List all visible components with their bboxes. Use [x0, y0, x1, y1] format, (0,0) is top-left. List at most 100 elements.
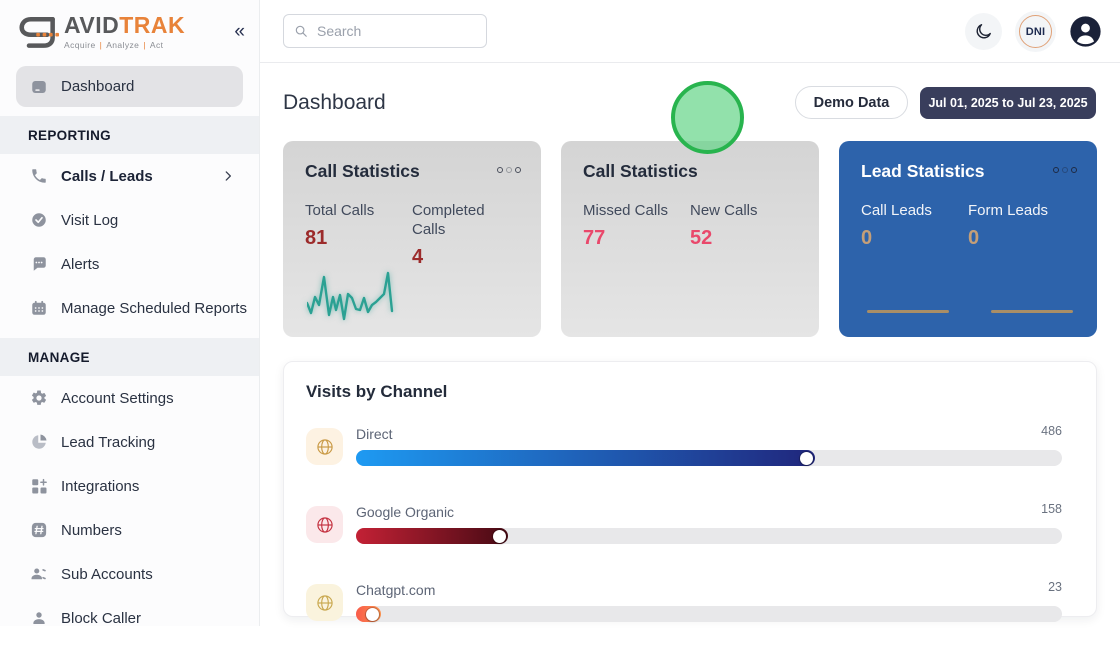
page-title: Dashboard — [283, 91, 386, 114]
dark-mode-toggle[interactable] — [965, 13, 1002, 50]
topbar: DNI — [260, 0, 1120, 63]
calendar-icon — [32, 300, 46, 315]
panel-title: Visits by Channel — [306, 382, 448, 401]
visit-log-icon — [32, 213, 46, 227]
channel-bar-track[interactable] — [356, 450, 1062, 466]
sidebar-item-label: Manage Scheduled Reports — [61, 299, 247, 317]
stat-new-calls: New Calls 52 — [690, 202, 758, 249]
channel-label: Direct — [356, 426, 393, 442]
stat-missed-calls: Missed Calls 77 — [583, 202, 669, 249]
sidebar-item-lead-tracking[interactable]: Lead Tracking — [0, 420, 259, 464]
search-input[interactable] — [316, 23, 476, 39]
channel-bar-track[interactable] — [356, 606, 1062, 622]
demo-data-button[interactable]: Demo Data — [795, 86, 908, 119]
sidebar-item-label: Sub Accounts — [61, 565, 153, 583]
user-avatar-icon — [1070, 16, 1101, 47]
globe-icon — [316, 594, 333, 611]
search-box[interactable] — [283, 14, 487, 48]
stat-call-leads: Call Leads 0 — [861, 202, 932, 249]
channel-bar-track[interactable] — [356, 528, 1062, 544]
channel-icon-tile — [306, 428, 343, 465]
globe-icon — [316, 516, 333, 533]
sidebar-item-alerts[interactable]: Alerts — [0, 242, 259, 286]
sidebar-item-visit-log[interactable]: Visit Log — [0, 198, 259, 242]
main-content: Dashboard Demo Data Jul 01, 2025 to Jul … — [260, 63, 1120, 626]
sidebar-item-manage-scheduled-reports[interactable]: Manage Scheduled Reports — [0, 286, 259, 330]
users-icon — [31, 568, 46, 580]
pie-chart-icon — [32, 434, 47, 449]
date-range-button[interactable]: Jul 01, 2025 to Jul 23, 2025 — [920, 87, 1096, 119]
sidebar-item-calls-leads[interactable]: Calls / Leads — [0, 154, 259, 198]
integrations-icon — [32, 478, 47, 494]
channel-row-direct: Direct 486 — [284, 424, 1096, 490]
chat-bubble-icon — [33, 257, 46, 271]
channel-value: 158 — [1041, 502, 1062, 516]
channel-bar-fill — [356, 528, 508, 544]
call-statistics-card-2: Call Statistics Missed Calls 77 New Call… — [561, 141, 819, 337]
sidebar-section-reporting: REPORTING — [0, 116, 259, 154]
channel-bar-fill — [356, 606, 382, 622]
channel-bar-fill — [356, 450, 815, 466]
channel-row-google-organic: Google Organic 158 — [284, 502, 1096, 568]
lead-statistics-card: Lead Statistics Call Leads 0 Form Leads … — [839, 141, 1097, 337]
stat-cards-row: Call Statistics Total Calls 81 Completed… — [283, 141, 1097, 337]
card-menu-icon[interactable] — [1053, 167, 1077, 173]
brand-name-gray: AVID — [64, 12, 120, 38]
card-title: Lead Statistics — [861, 161, 985, 181]
call-statistics-card-1: Call Statistics Total Calls 81 Completed… — [283, 141, 541, 337]
card-menu-icon[interactable] — [497, 167, 521, 173]
calls-sparkline-path — [307, 271, 394, 321]
profile-menu-button[interactable] — [1069, 15, 1102, 48]
sidebar-item-label: Dashboard — [61, 78, 135, 95]
sidebar-item-label: Account Settings — [61, 389, 174, 407]
channel-icon-tile — [306, 506, 343, 543]
channel-value: 486 — [1041, 424, 1062, 438]
sidebar-item-numbers[interactable]: Numbers — [0, 508, 259, 552]
stat-completed-calls: Completed Calls 4 — [412, 202, 485, 268]
brand-name-orange: TRAK — [119, 12, 186, 38]
sidebar-item-sub-accounts[interactable]: Sub Accounts — [0, 552, 259, 596]
avidtrak-logo[interactable]: AVIDTRAK Acquire | Analyze | Act — [16, 12, 185, 52]
lead-sparkline-flat — [867, 310, 949, 313]
sidebar-item-block-caller[interactable]: Block Caller — [0, 596, 259, 640]
sidebar-section-manage: MANAGE — [0, 338, 259, 376]
logo-a-glyph — [19, 17, 59, 48]
lead-sparkline-flat — [991, 310, 1073, 313]
sidebar-item-label: Calls / Leads — [61, 167, 153, 185]
channel-label: Chatgpt.com — [356, 582, 436, 598]
sidebar-collapse-icon[interactable]: « — [234, 21, 245, 42]
sidebar-item-label: Integrations — [61, 477, 140, 495]
sidebar-item-label: Numbers — [61, 521, 122, 539]
moon-icon — [976, 24, 991, 39]
stat-total-calls: Total Calls 81 — [305, 202, 375, 249]
sidebar-item-label: Visit Log — [61, 211, 119, 229]
sidebar-header: AVIDTRAK Acquire | Analyze | Act « — [0, 0, 259, 58]
sidebar-item-integrations[interactable]: Integrations — [0, 464, 259, 508]
gear-icon — [31, 390, 47, 405]
chevron-right-icon — [225, 171, 231, 181]
search-icon — [295, 25, 307, 37]
sidebar-item-label: Block Caller — [61, 609, 142, 627]
sidebar-item-label: Lead Tracking — [61, 433, 156, 451]
phone-icon — [32, 169, 46, 183]
sidebar-item-dashboard[interactable]: Dashboard — [16, 66, 243, 107]
globe-icon — [316, 438, 333, 455]
block-caller-icon — [33, 612, 45, 624]
logo-text: AVIDTRAK Acquire | Analyze | Act — [64, 12, 186, 51]
calls-sparkline — [307, 271, 394, 321]
dni-button[interactable]: DNI — [1015, 11, 1056, 52]
card-title: Call Statistics — [583, 161, 698, 181]
brand-tagline: Acquire | Analyze | Act — [64, 40, 164, 50]
stat-form-leads: Form Leads 0 — [968, 202, 1049, 249]
dashboard-icon — [32, 80, 46, 93]
sidebar-item-label: Alerts — [61, 255, 100, 273]
channel-value: 23 — [1048, 580, 1062, 594]
hash-icon — [31, 522, 47, 538]
sidebar: AVIDTRAK Acquire | Analyze | Act « Dashboard… — [0, 0, 260, 627]
sidebar-item-account-settings[interactable]: Account Settings — [0, 376, 259, 420]
channel-label: Google Organic — [356, 504, 455, 520]
channel-icon-tile — [306, 584, 343, 621]
visits-by-channel-panel: Visits by Channel Direct 486 — [283, 361, 1097, 622]
dni-badge: DNI — [1019, 15, 1052, 48]
channel-row-chatgpt: Chatgpt.com 23 — [284, 580, 1096, 646]
